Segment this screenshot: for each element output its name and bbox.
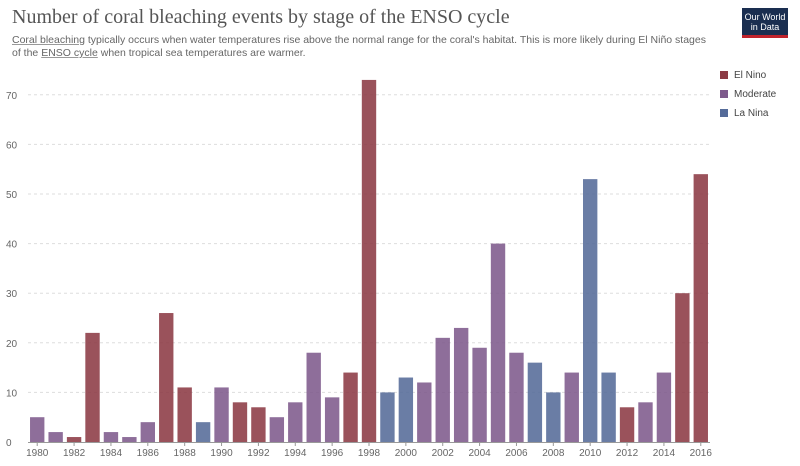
bar-2002[interactable] bbox=[435, 337, 450, 442]
bar-2013[interactable] bbox=[638, 402, 653, 442]
bar-2000[interactable] bbox=[398, 377, 414, 442]
bar-1992[interactable] bbox=[251, 407, 266, 442]
bar-2005[interactable] bbox=[490, 243, 506, 442]
subtitle-text-1: typically occurs when water temperatures… bbox=[12, 34, 706, 59]
x-tick-label: 2016 bbox=[690, 448, 713, 459]
legend-label: El Nino bbox=[734, 69, 767, 81]
bar-1984[interactable] bbox=[103, 432, 119, 442]
chart-legend: El Nino Moderate La Nina bbox=[720, 68, 776, 125]
x-tick-label: 2000 bbox=[395, 448, 418, 459]
bar-2008[interactable] bbox=[546, 392, 561, 442]
y-tick-label: 20 bbox=[6, 339, 18, 350]
legend-item-el-nino[interactable]: El Nino bbox=[720, 68, 776, 82]
bar-2004[interactable] bbox=[472, 347, 487, 442]
x-tick-label: 2008 bbox=[542, 448, 565, 459]
bar-1998[interactable] bbox=[361, 79, 377, 443]
x-tick-label: 1982 bbox=[63, 448, 86, 459]
bar-1994[interactable] bbox=[288, 402, 303, 442]
y-tick-label: 60 bbox=[6, 140, 18, 151]
x-tick-label: 1990 bbox=[210, 448, 233, 459]
legend-swatch bbox=[720, 90, 728, 98]
y-tick-label: 0 bbox=[6, 438, 12, 449]
chart-title: Number of coral bleaching events by stag… bbox=[12, 6, 510, 28]
owid-logo[interactable]: Our World in Data bbox=[742, 8, 788, 38]
bar-1983[interactable] bbox=[85, 332, 100, 442]
y-tick-label: 40 bbox=[6, 240, 18, 251]
bar-1986[interactable] bbox=[140, 422, 155, 442]
legend-swatch bbox=[720, 71, 728, 79]
bar-1982[interactable] bbox=[66, 437, 82, 442]
legend-item-la-nina[interactable]: La Nina bbox=[720, 106, 776, 120]
enso-cycle-link[interactable]: ENSO cycle bbox=[41, 47, 98, 59]
x-tick-label: 2006 bbox=[505, 448, 528, 459]
bar-2001[interactable] bbox=[417, 382, 432, 442]
x-tick-label: 1984 bbox=[100, 448, 123, 459]
logo-line-1: Our World bbox=[744, 12, 786, 22]
bar-2010[interactable] bbox=[583, 179, 598, 442]
bar-1985[interactable] bbox=[122, 437, 137, 442]
legend-label: Moderate bbox=[734, 88, 777, 100]
bar-2006[interactable] bbox=[509, 352, 524, 442]
bar-2016[interactable] bbox=[693, 174, 708, 442]
bar-1988[interactable] bbox=[177, 387, 192, 442]
x-tick-label: 1992 bbox=[247, 448, 270, 459]
y-tick-label: 30 bbox=[6, 289, 18, 300]
bar-2007[interactable] bbox=[527, 362, 543, 442]
x-tick-label: 1988 bbox=[174, 448, 197, 459]
bar-1996[interactable] bbox=[324, 397, 340, 442]
y-tick-label: 50 bbox=[6, 190, 18, 201]
x-tick-label: 1994 bbox=[284, 448, 307, 459]
x-tick-label: 2004 bbox=[468, 448, 491, 459]
x-tick-label: 2010 bbox=[579, 448, 602, 459]
bar-1993[interactable] bbox=[269, 417, 285, 442]
x-tick-label: 1998 bbox=[358, 448, 381, 459]
x-tick-label: 1986 bbox=[137, 448, 160, 459]
bar-1995[interactable] bbox=[306, 352, 321, 442]
logo-accent-bar bbox=[742, 35, 788, 38]
bar-2012[interactable] bbox=[619, 407, 635, 442]
legend-item-moderate[interactable]: Moderate bbox=[720, 87, 776, 101]
bar-1997[interactable] bbox=[343, 372, 358, 442]
bar-1987[interactable] bbox=[159, 313, 174, 442]
bar-1990[interactable] bbox=[214, 387, 229, 442]
x-tick-label: 1980 bbox=[26, 448, 49, 459]
x-tick-label: 2012 bbox=[616, 448, 639, 459]
bar-2003[interactable] bbox=[453, 327, 469, 442]
coral-bleaching-link[interactable]: Coral bleaching bbox=[12, 34, 85, 46]
bar-1989[interactable] bbox=[195, 422, 211, 442]
bar-1981[interactable] bbox=[48, 432, 63, 442]
x-tick-label: 1996 bbox=[321, 448, 344, 459]
y-tick-label: 70 bbox=[6, 91, 18, 102]
subtitle-text-2: when tropical sea temperatures are warme… bbox=[97, 47, 306, 59]
bar-1999[interactable] bbox=[380, 392, 395, 442]
y-tick-label: 10 bbox=[6, 388, 18, 399]
bar-1980[interactable] bbox=[30, 417, 45, 442]
bar-1991[interactable] bbox=[232, 402, 248, 442]
legend-label: La Nina bbox=[734, 107, 769, 119]
bar-2014[interactable] bbox=[656, 372, 672, 442]
x-tick-label: 2002 bbox=[432, 448, 455, 459]
bar-2009[interactable] bbox=[564, 372, 579, 442]
x-tick-label: 2014 bbox=[653, 448, 676, 459]
bar-2015[interactable] bbox=[675, 293, 690, 442]
logo-line-2: in Data bbox=[750, 22, 780, 32]
legend-swatch bbox=[720, 109, 728, 117]
chart-subtitle: Coral bleaching typically occurs when wa… bbox=[12, 34, 712, 60]
bar-2011[interactable] bbox=[601, 372, 616, 442]
